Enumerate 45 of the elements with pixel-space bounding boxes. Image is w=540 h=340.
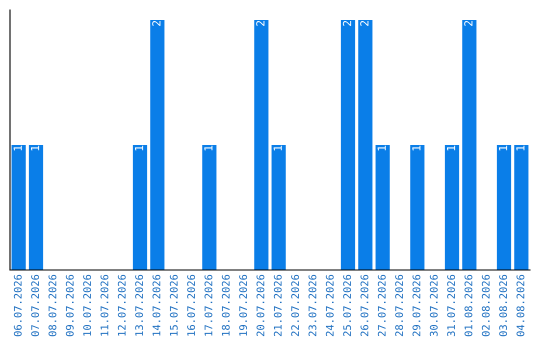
x-tick-label: 29.07.2026 xyxy=(412,274,420,336)
x-tick-label: 18.07.2026 xyxy=(222,274,230,336)
x-tick-label: 03.08.2026 xyxy=(499,274,508,336)
x-tick-label: 16.07.2026 xyxy=(187,274,196,336)
x-tick-label: 01.08.2026 xyxy=(464,274,472,336)
x-tick-label: 17.07.2026 xyxy=(204,274,212,336)
data-label: 1 xyxy=(378,146,386,150)
data-label: 2 xyxy=(342,20,352,26)
data-label: 1 xyxy=(14,146,22,150)
x-tick-label: 10.07.2026 xyxy=(83,274,92,336)
x-tick-label: 24.07.2026 xyxy=(326,274,334,336)
x-tick-label: 07.07.2026 xyxy=(31,274,40,336)
data-label: 1 xyxy=(498,146,508,150)
x-tick-label: 23.07.2026 xyxy=(308,274,316,336)
x-tick-label: 31.07.2026 xyxy=(447,274,456,336)
data-label: 2 xyxy=(256,20,264,26)
data-label: 2 xyxy=(152,20,160,26)
data-label: 1 xyxy=(30,146,40,150)
x-tick-label: 30.07.2026 xyxy=(430,274,438,336)
x-tick-label: 19.07.2026 xyxy=(239,274,248,336)
x-tick-label: 14.07.2026 xyxy=(152,274,160,336)
x-tick-label: 04.08.2026 xyxy=(516,274,524,336)
x-tick-label: 06.07.2026 xyxy=(14,274,22,336)
x-tick-label: 22.07.2026 xyxy=(291,274,300,336)
x-tick-label: 26.07.2026 xyxy=(360,274,368,336)
x-tick-label: 27.07.2026 xyxy=(378,274,386,336)
data-label: 1 xyxy=(516,146,524,150)
x-tick-label: 28.07.2026 xyxy=(395,274,404,336)
data-label: 1 xyxy=(412,146,420,150)
data-label: 1 xyxy=(274,146,282,150)
x-tick-label: 21.07.2026 xyxy=(274,274,282,336)
x-tick-label: 15.07.2026 xyxy=(170,274,178,336)
x-tick-label: 02.08.2026 xyxy=(482,274,490,336)
data-label: 1 xyxy=(134,146,144,150)
x-tick-label: 25.07.2026 xyxy=(343,274,352,336)
x-tick-label: 13.07.2026 xyxy=(135,274,144,336)
data-label: 2 xyxy=(464,20,472,26)
x-tick-label: 08.07.2026 xyxy=(48,274,56,336)
data-label: 1 xyxy=(204,146,212,150)
x-tick-label: 20.07.2026 xyxy=(256,274,264,336)
x-tick-label: 11.07.2026 xyxy=(100,274,108,336)
data-label: 2 xyxy=(360,20,368,26)
data-label: 1 xyxy=(446,146,456,150)
x-tick-label: 09.07.2026 xyxy=(66,274,74,336)
x-tick-label: 12.07.2026 xyxy=(118,274,126,336)
